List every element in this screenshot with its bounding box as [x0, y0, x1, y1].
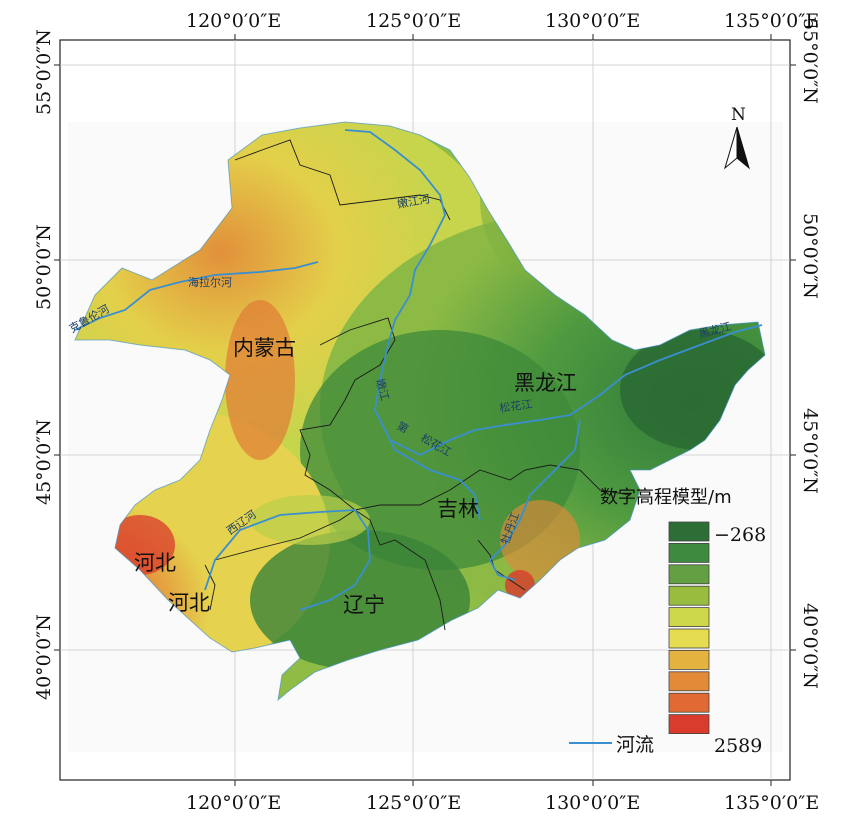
region-label-heilongjiang: 黑龙江	[514, 371, 577, 395]
legend-swatch-6	[668, 628, 710, 649]
left-lat-label-4: 40°0′0″N	[33, 614, 55, 700]
river-label-nen-mid: 嫩江	[373, 377, 392, 402]
legend-swatch-2	[668, 543, 710, 563]
river-xiliao-liao	[204, 509, 371, 611]
top-lon-label-3: 130°0′0″E	[545, 10, 640, 32]
legend-swatch-3	[668, 564, 710, 585]
bottom-lon-label-3: 130°0′0″E	[545, 792, 640, 814]
legend: 数字高程模型/m −268 2589 河流	[569, 487, 766, 757]
river-label-songhua-c: 松花江	[498, 397, 533, 415]
legend-swatch-8	[668, 671, 710, 692]
region-outline	[74, 121, 766, 702]
region-label-neimenggu: 内蒙古	[233, 336, 296, 360]
legend-swatch-5	[668, 607, 710, 627]
region-label-hebei-2: 河北	[168, 591, 210, 615]
north-arrow-right	[736, 126, 750, 170]
left-lat-label-2: 50°0′0″N	[33, 224, 55, 310]
left-lat-label-3: 45°0′0″N	[33, 419, 55, 505]
legend-title: 数字高程模型/m	[600, 487, 732, 508]
north-arrow-label: N	[731, 105, 746, 125]
region-label-liaoning: 辽宁	[343, 593, 385, 617]
bottom-lon-label-4: 135°0′0″E	[724, 792, 819, 814]
top-lon-label-2: 125°0′0″E	[366, 10, 461, 32]
legend-swatch-7	[668, 650, 710, 670]
river-second-songhua	[374, 409, 481, 521]
legend-river-label: 河流	[616, 734, 654, 756]
legend-swatch-4	[668, 585, 710, 606]
bottom-lon-label-1: 120°0′0″E	[186, 792, 281, 814]
river-mudan	[488, 419, 581, 581]
right-lat-label-1: 55°0′0″N	[799, 18, 821, 104]
legend-swatch-1	[668, 521, 710, 542]
river-hailaer	[74, 261, 319, 331]
rivers	[74, 129, 763, 611]
right-lat-label-4: 40°0′0″N	[799, 603, 821, 689]
legend-swatch-9	[668, 692, 710, 713]
region-label-jilin: 吉林	[437, 497, 479, 521]
north-arrow: N	[724, 105, 750, 170]
region-label-hebei-1: 河北	[134, 551, 176, 575]
legend-color-ramp	[668, 521, 710, 734]
right-lat-label-2: 50°0′0″N	[799, 213, 821, 299]
right-lat-label-3: 45°0′0″N	[799, 408, 821, 494]
top-lon-label-1: 120°0′0″E	[186, 10, 281, 32]
river-label-hailaer: 海拉尔河	[188, 275, 232, 289]
left-lat-label-1: 55°0′0″N	[33, 29, 55, 115]
legend-max-label: 2589	[714, 735, 762, 757]
legend-min-label: −268	[714, 524, 766, 546]
legend-swatch-10	[668, 714, 710, 734]
river-label-nen-top: 嫩江河	[396, 191, 431, 211]
bottom-lon-label-2: 125°0′0″E	[366, 792, 461, 814]
top-lon-label-4: 135°0′0″E	[724, 10, 819, 32]
tick-marks	[54, 34, 796, 786]
